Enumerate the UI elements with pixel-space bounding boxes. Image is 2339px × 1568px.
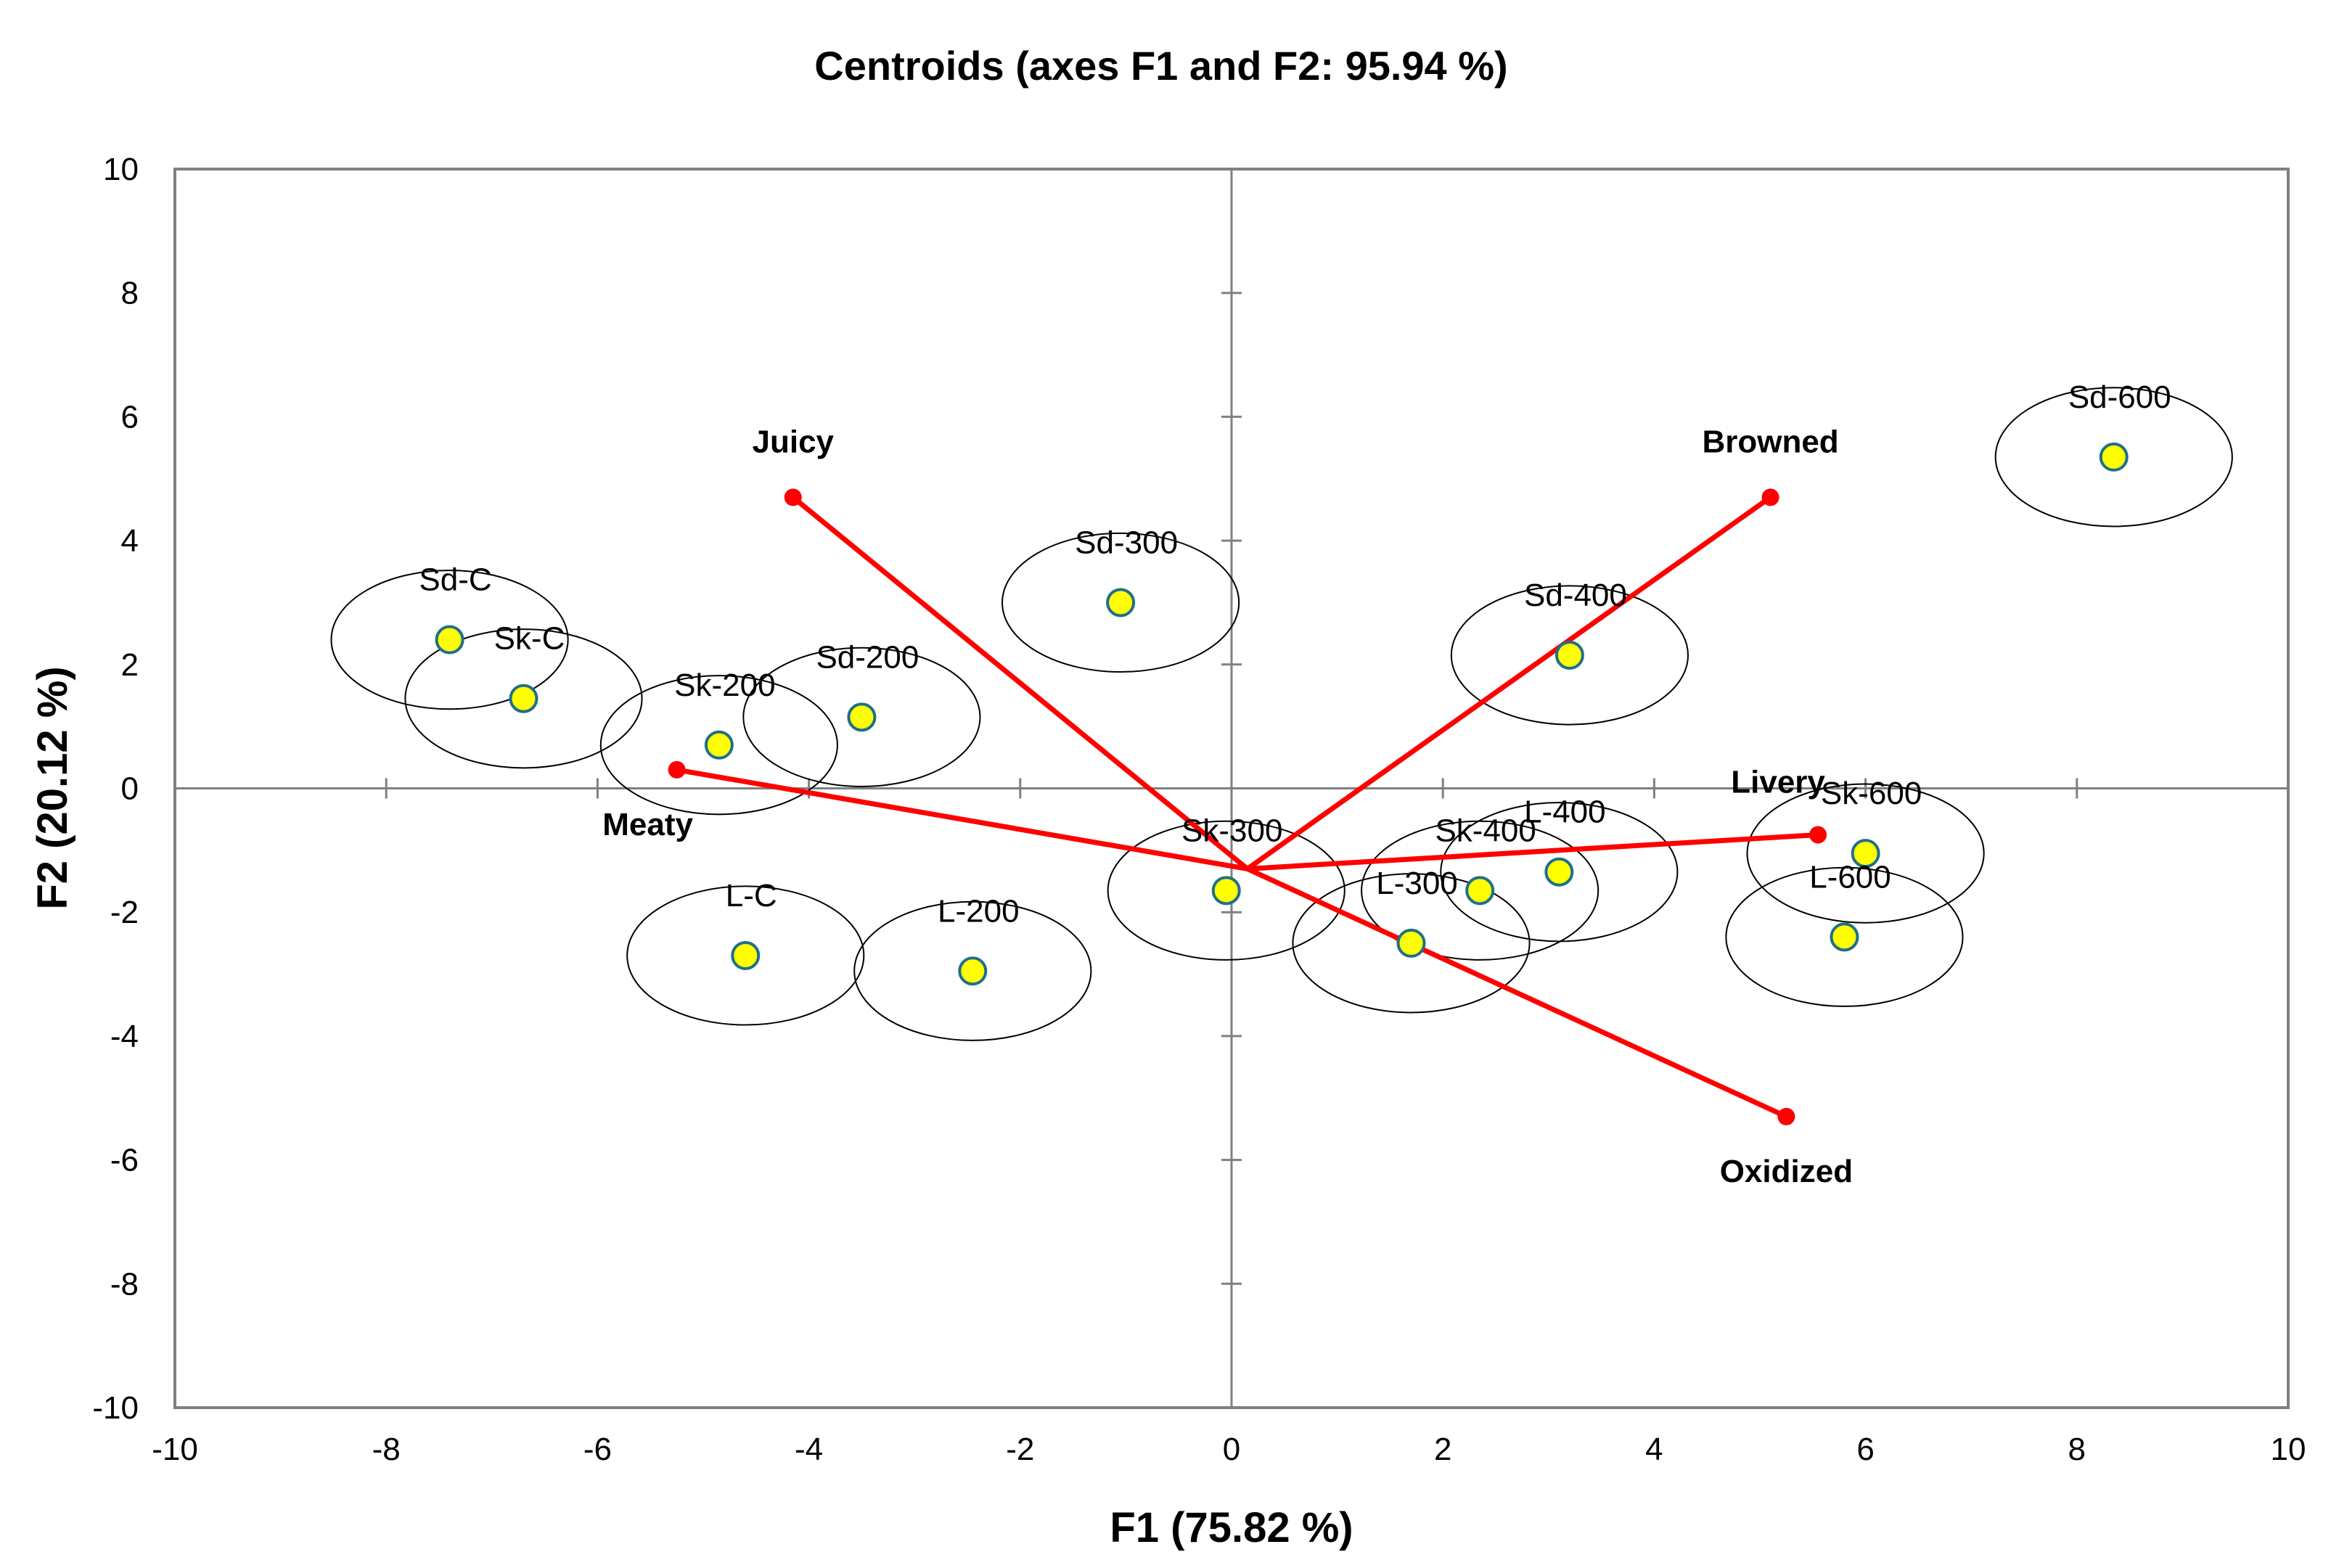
tick-layer: -10 -8 -6 -4 -2 0 2 4 6 8 10 -10 -8 -6 -4 -2 0 2 4 6 8 10	[92, 152, 2306, 1467]
centroid-point	[1465, 876, 1495, 906]
x-tick-label: 10	[2271, 1432, 2306, 1467]
confidence-ellipse	[330, 570, 569, 710]
centroid-point	[1544, 857, 1574, 887]
x-tick-label: 8	[2068, 1432, 2086, 1467]
y-tick-label: 0	[121, 771, 139, 807]
x-axis-title: F1 (75.82 %)	[1110, 1504, 1353, 1551]
confidence-ellipse	[1450, 585, 1689, 726]
confidence-ellipse	[742, 647, 981, 787]
confidence-ellipse	[626, 885, 865, 1026]
centroid-label: L-600	[1809, 859, 1891, 895]
x-tick-label: -2	[1006, 1432, 1034, 1467]
centroid-label: Sk-600	[1821, 776, 1922, 811]
x-tick-label: 6	[1856, 1432, 1874, 1467]
y-tick-label: -4	[110, 1019, 139, 1054]
centroid-label: Sk-200	[674, 668, 775, 703]
vector-label: Livery	[1731, 765, 1825, 800]
y-tick-label: 6	[121, 399, 139, 435]
vector-endpoint	[1777, 1107, 1795, 1125]
centroid-label: L-400	[1524, 795, 1606, 830]
centroid-label: Sd-C	[419, 562, 491, 598]
x-tick-label: 2	[1434, 1432, 1451, 1467]
label-layer: Juicy Browned Meaty Livery Oxidized Sd-CSk-C S…	[419, 379, 2171, 1189]
vector-layer	[668, 488, 1827, 1125]
centroid-point	[1106, 588, 1136, 617]
axes-layer	[175, 169, 2288, 1408]
centroid-label: L-C	[726, 878, 777, 914]
point-layer	[435, 442, 2129, 986]
chart-title: Centroids (axes F1 and F2: 95.94 %)	[814, 43, 1507, 89]
centroid-point	[509, 684, 538, 713]
x-tick-label: -10	[152, 1432, 198, 1467]
confidence-ellipse	[1107, 820, 1345, 961]
confidence-ellipse	[853, 900, 1092, 1041]
centroid-label: L-200	[938, 893, 1020, 929]
vector-label: Meaty	[602, 807, 693, 842]
vector-endpoint	[784, 488, 802, 506]
y-tick-label: -10	[92, 1390, 139, 1426]
y-tick-label: -6	[110, 1143, 139, 1178]
centroid-label: Sk-400	[1435, 813, 1536, 848]
x-tick-label: 4	[1645, 1432, 1663, 1467]
centroid-point	[704, 730, 734, 760]
x-tick-label: -6	[583, 1432, 612, 1467]
vector-line	[1245, 494, 1774, 871]
centroid-label: Sk-300	[1181, 813, 1282, 848]
confidence-ellipse	[404, 628, 643, 769]
centroid-point	[2099, 442, 2129, 472]
y-tick-label: 4	[121, 523, 139, 559]
confidence-ellipse	[599, 675, 838, 816]
confidence-ellipse	[1994, 387, 2233, 528]
ellipse-layer	[330, 387, 2233, 1041]
confidence-ellipse	[1292, 873, 1531, 1014]
vector-endpoint	[1761, 488, 1779, 506]
confidence-ellipse	[1440, 802, 1679, 943]
centroid-point	[1830, 922, 1859, 952]
centroid-point	[435, 625, 464, 654]
x-tick-label: -8	[372, 1432, 401, 1467]
centroid-point	[731, 940, 761, 970]
y-tick-label: -8	[110, 1266, 139, 1302]
y-tick-label: 2	[121, 647, 139, 683]
x-tick-label: -4	[795, 1432, 823, 1467]
centroid-point	[1554, 640, 1584, 670]
vector-line	[1245, 832, 1821, 871]
y-axis-title: F2 (20.12 %)	[29, 666, 76, 909]
confidence-ellipse	[1725, 866, 1964, 1007]
centroid-point	[1211, 876, 1241, 906]
centroid-point	[958, 956, 988, 986]
vector-label: Oxidized	[1720, 1154, 1853, 1189]
centroid-label: Sk-C	[494, 621, 565, 657]
y-tick-label: -2	[110, 895, 139, 930]
confidence-ellipse	[1746, 783, 1985, 924]
centroid-label: Sd-400	[1524, 578, 1627, 613]
centroid-label: L-300	[1376, 866, 1458, 901]
centroid-point	[847, 702, 877, 732]
y-tick-label: 10	[103, 152, 139, 187]
centroid-label: Sd-300	[1075, 525, 1178, 560]
vector-line	[1245, 866, 1789, 1120]
vector-label: Browned	[1702, 424, 1838, 459]
vector-endpoint	[668, 760, 686, 779]
centroid-point	[1851, 839, 1880, 869]
x-tick-label: 0	[1223, 1432, 1240, 1467]
centroid-point	[1396, 928, 1426, 958]
vector-line	[674, 767, 1250, 871]
vector-label: Juicy	[753, 424, 835, 459]
centroid-label: Sd-200	[816, 639, 919, 675]
vector-line	[790, 494, 1250, 871]
y-tick-label: 8	[121, 276, 139, 311]
confidence-ellipse	[1001, 532, 1240, 673]
vector-endpoint	[1809, 826, 1827, 844]
centroid-label: Sd-600	[2068, 379, 2171, 415]
